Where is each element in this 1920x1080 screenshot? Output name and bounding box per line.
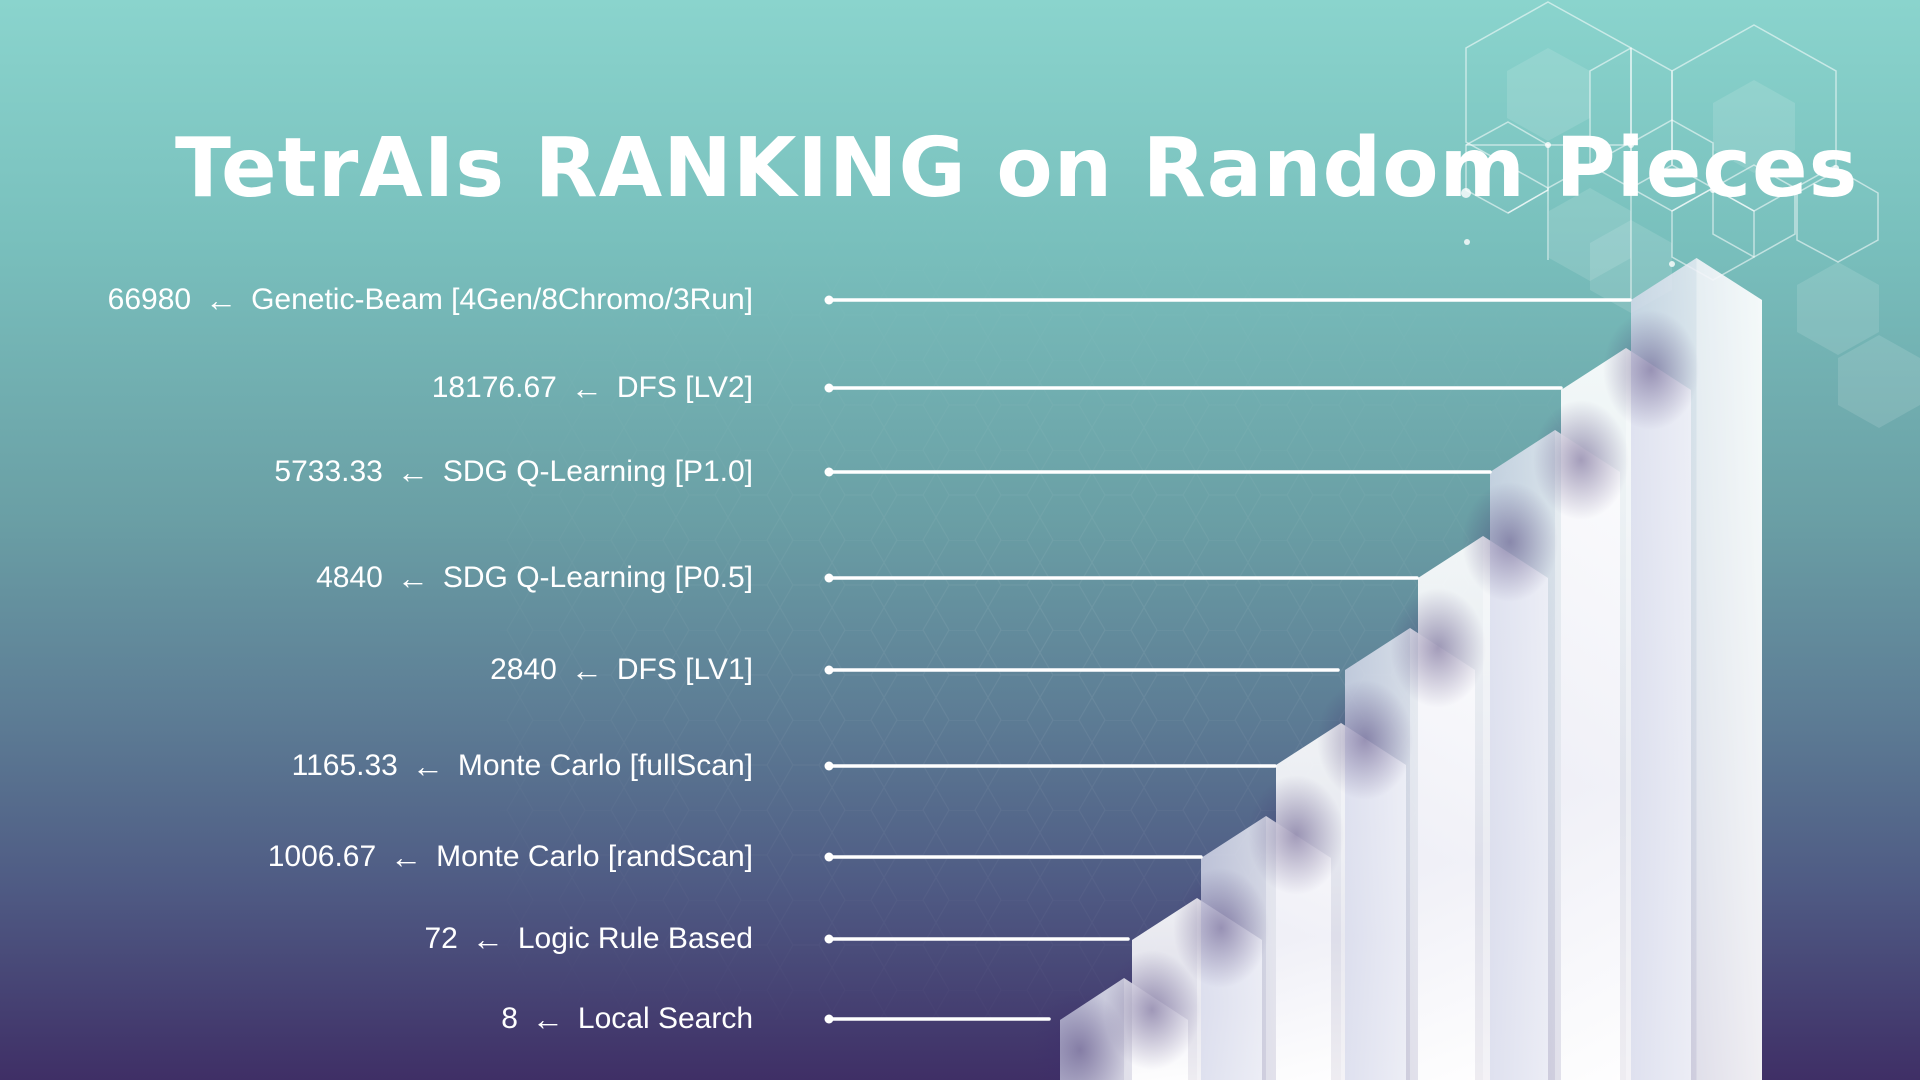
staircase-column (1631, 258, 1762, 1080)
left-arrow-icon: ← (411, 748, 444, 784)
left-arrow-icon: ← (396, 560, 429, 596)
column-shadow (1462, 482, 1558, 602)
left-arrow-icon: ← (396, 454, 429, 490)
bar-label-row: 1006.67 ← Monte Carlo [randScan] (268, 837, 753, 877)
left-arrow-icon: ← (531, 1001, 564, 1037)
bar-label-row: 8 ← Local Search (501, 999, 753, 1039)
bar-category-label: Monte Carlo [randScan] (436, 840, 753, 873)
bar-value-label: 5733.33 (274, 455, 383, 488)
bar-value-label: 2840 (490, 653, 557, 686)
bar-label-row: 4840 ← SDG Q-Learning [P0.5] (316, 558, 753, 598)
bar-start-dot (824, 665, 834, 675)
bar-label-row: 5733.33 ← SDG Q-Learning [P1.0] (274, 452, 753, 492)
bar-value-label: 18176.67 (431, 371, 557, 404)
bar-label-row: 72 ← Logic Rule Based (424, 919, 753, 959)
bar-value-label: 1006.67 (267, 840, 377, 873)
column-shadow (1032, 990, 1128, 1080)
column-shadow (1173, 868, 1269, 988)
bar-start-dot (824, 295, 834, 305)
bar-value-label: 1165.33 (291, 749, 398, 782)
left-arrow-icon: ← (570, 652, 603, 688)
bar-category-label: DFS [LV1] (616, 653, 753, 686)
column-shadow (1603, 310, 1699, 430)
bar-category-label: SDG Q-Learning [P0.5] (442, 561, 753, 594)
column-shadow (1248, 775, 1344, 895)
bar-start-dot (824, 1014, 834, 1024)
bar-label-row: 1165.33 ← Monte Carlo [fullScan] (292, 746, 753, 786)
bar-category-label: Local Search (577, 1002, 753, 1035)
bar-category-label: Monte Carlo [fullScan] (457, 749, 753, 782)
bar-value-label: 4840 (316, 561, 383, 594)
column-shadow (1533, 400, 1629, 520)
bar-category-label: Genetic-Beam [4Gen/8Chromo/3Run] (251, 283, 753, 316)
column-shadow (1317, 680, 1413, 800)
bar-label-row: 18176.67 ← DFS [LV2] (432, 368, 753, 408)
left-arrow-icon: ← (205, 282, 238, 318)
bar-category-label: DFS [LV2] (616, 371, 753, 404)
column-shadow (1390, 588, 1486, 708)
bar-value-label: 72 (424, 922, 458, 955)
staircase-column-facet (1696, 258, 1762, 1080)
bar-value-label: 8 (501, 1002, 518, 1035)
bar-label-row: 66980 ← Genetic-Beam [4Gen/8Chromo/3Run] (108, 280, 753, 320)
column-shadow (1104, 950, 1200, 1070)
bar-start-dot (824, 852, 834, 862)
staircase-columns-decoration (1032, 258, 1762, 1080)
bar-category-label: SDG Q-Learning [P1.0] (442, 455, 753, 488)
bar-start-dot (824, 467, 834, 477)
bar-start-dot (824, 934, 834, 944)
bar-start-dot (824, 761, 834, 771)
left-arrow-icon: ← (570, 370, 603, 406)
bar-start-dot (824, 383, 834, 393)
bar-start-dot (824, 573, 834, 583)
chart-title: TetrAIs RANKING on Random Pieces (175, 121, 1859, 216)
hexagon-network-dots (1461, 142, 1839, 267)
bar-label-row: 2840 ← DFS [LV1] (490, 650, 753, 690)
left-arrow-icon: ← (471, 921, 504, 957)
bar-value-label: 66980 (107, 283, 192, 316)
left-arrow-icon: ← (390, 839, 423, 875)
bar-category-label: Logic Rule Based (517, 922, 753, 955)
